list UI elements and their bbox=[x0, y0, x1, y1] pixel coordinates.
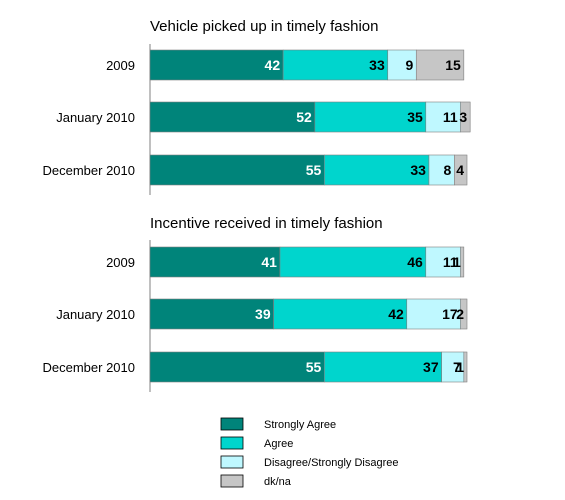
bar-segment-1-1-1 bbox=[273, 298, 408, 330]
legend-swatch-2 bbox=[220, 455, 244, 469]
bar-segment-1-0-3 bbox=[460, 246, 465, 278]
data-label-0-0-3: 15 bbox=[445, 57, 461, 73]
data-label-1-1-3: 2 bbox=[456, 306, 464, 322]
data-label-0-2-2: 8 bbox=[444, 162, 452, 178]
bar-segment-0-2-1 bbox=[324, 154, 430, 186]
bar-segment-0-2-3 bbox=[454, 154, 468, 186]
category-label-0-2: December 2010 bbox=[43, 163, 136, 178]
legend-swatch-0 bbox=[220, 417, 244, 431]
data-label-0-0-2: 9 bbox=[405, 57, 413, 73]
legend-label-1: Agree bbox=[264, 438, 293, 450]
bar-segment-1-1-3 bbox=[460, 298, 468, 330]
bar-segment-1-0-0 bbox=[149, 246, 281, 278]
data-label-0-1-3: 3 bbox=[459, 109, 467, 125]
bar-segment-1-1-0 bbox=[149, 298, 274, 330]
data-label-0-1-0: 52 bbox=[296, 109, 312, 125]
bar-segment-0-1-0 bbox=[149, 101, 316, 133]
data-label-1-0-1: 46 bbox=[407, 254, 423, 270]
data-label-1-2-2: 7 bbox=[453, 359, 461, 375]
data-label-1-2-0: 55 bbox=[306, 359, 322, 375]
bar-segment-0-0-0 bbox=[149, 49, 284, 81]
data-label-1-0-2: 11 bbox=[443, 254, 458, 270]
data-label-0-0-1: 33 bbox=[369, 57, 385, 73]
bar-segment-0-0-2 bbox=[387, 49, 417, 81]
chart-title-0: Vehicle picked up in timely fashion bbox=[150, 18, 378, 35]
category-label-0-1: January 2010 bbox=[56, 110, 135, 125]
legend-label-3: dk/na bbox=[264, 476, 292, 488]
data-label-1-0-3: 1 bbox=[453, 254, 461, 270]
data-label-0-2-0: 55 bbox=[306, 162, 322, 178]
bar-segment-0-2-0 bbox=[149, 154, 325, 186]
data-label-0-0-0: 42 bbox=[265, 57, 281, 73]
category-label-1-2: December 2010 bbox=[43, 360, 136, 375]
data-label-1-2-1: 37 bbox=[423, 359, 439, 375]
category-label-1-0: 2009 bbox=[106, 255, 135, 270]
bar-segment-0-0-1 bbox=[282, 49, 389, 81]
data-label-1-0-0: 41 bbox=[261, 254, 277, 270]
data-label-1-1-2: 17 bbox=[442, 306, 458, 322]
bar-segment-1-2-3 bbox=[463, 351, 468, 383]
data-label-1-2-3: 1 bbox=[456, 359, 464, 375]
legend-label-0: Strongly Agree bbox=[264, 419, 336, 431]
chart-title-1: Incentive received in timely fashion bbox=[150, 215, 383, 232]
bar-segment-0-0-3 bbox=[415, 49, 465, 81]
data-label-0-2-3: 4 bbox=[456, 162, 464, 178]
data-label-0-2-1: 33 bbox=[410, 162, 426, 178]
data-label-0-1-1: 35 bbox=[407, 109, 423, 125]
bar-segment-1-0-1 bbox=[279, 246, 427, 278]
bar-segment-1-2-0 bbox=[149, 351, 325, 383]
data-label-0-1-2: 11 bbox=[443, 109, 458, 125]
legend-label-2: Disagree/Strongly Disagree bbox=[264, 457, 399, 469]
category-label-1-1: January 2010 bbox=[56, 307, 135, 322]
bar-segment-1-2-1 bbox=[324, 351, 442, 383]
data-label-1-1-0: 39 bbox=[255, 306, 271, 322]
bar-segment-0-1-3 bbox=[460, 101, 471, 133]
category-label-0-0: 2009 bbox=[106, 58, 135, 73]
legend-swatch-3 bbox=[220, 474, 244, 488]
bar-segment-0-2-2 bbox=[428, 154, 455, 186]
data-label-1-1-1: 42 bbox=[388, 306, 404, 322]
legend-swatch-1 bbox=[220, 436, 244, 450]
bar-segment-1-1-2 bbox=[406, 298, 461, 330]
